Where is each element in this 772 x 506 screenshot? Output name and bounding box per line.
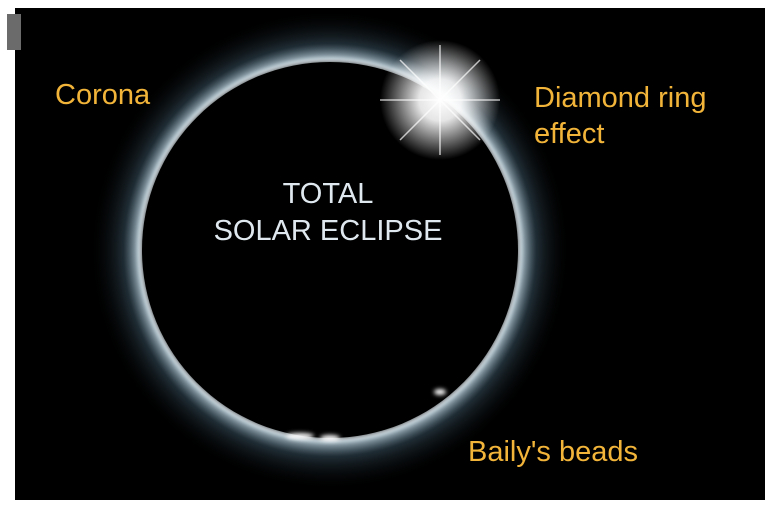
corona-label: Corona — [55, 79, 151, 111]
corner-tab — [7, 14, 21, 50]
center-title: SOLAR ECLIPSE — [214, 215, 443, 247]
bead — [286, 433, 314, 439]
diamond-ring-label: Diamond ring — [534, 82, 706, 114]
center-title: TOTAL — [283, 178, 374, 210]
diamond-ring-label: effect — [534, 118, 604, 150]
bead — [434, 389, 446, 395]
page: {"labels": { "corona": ["Corona"], "diam… — [0, 0, 772, 506]
bead — [320, 435, 340, 441]
eclipse-image: Corona Diamond ring effect TOTAL SOLAR E… — [0, 0, 772, 506]
bailys-beads-label: Baily's beads — [468, 436, 638, 468]
